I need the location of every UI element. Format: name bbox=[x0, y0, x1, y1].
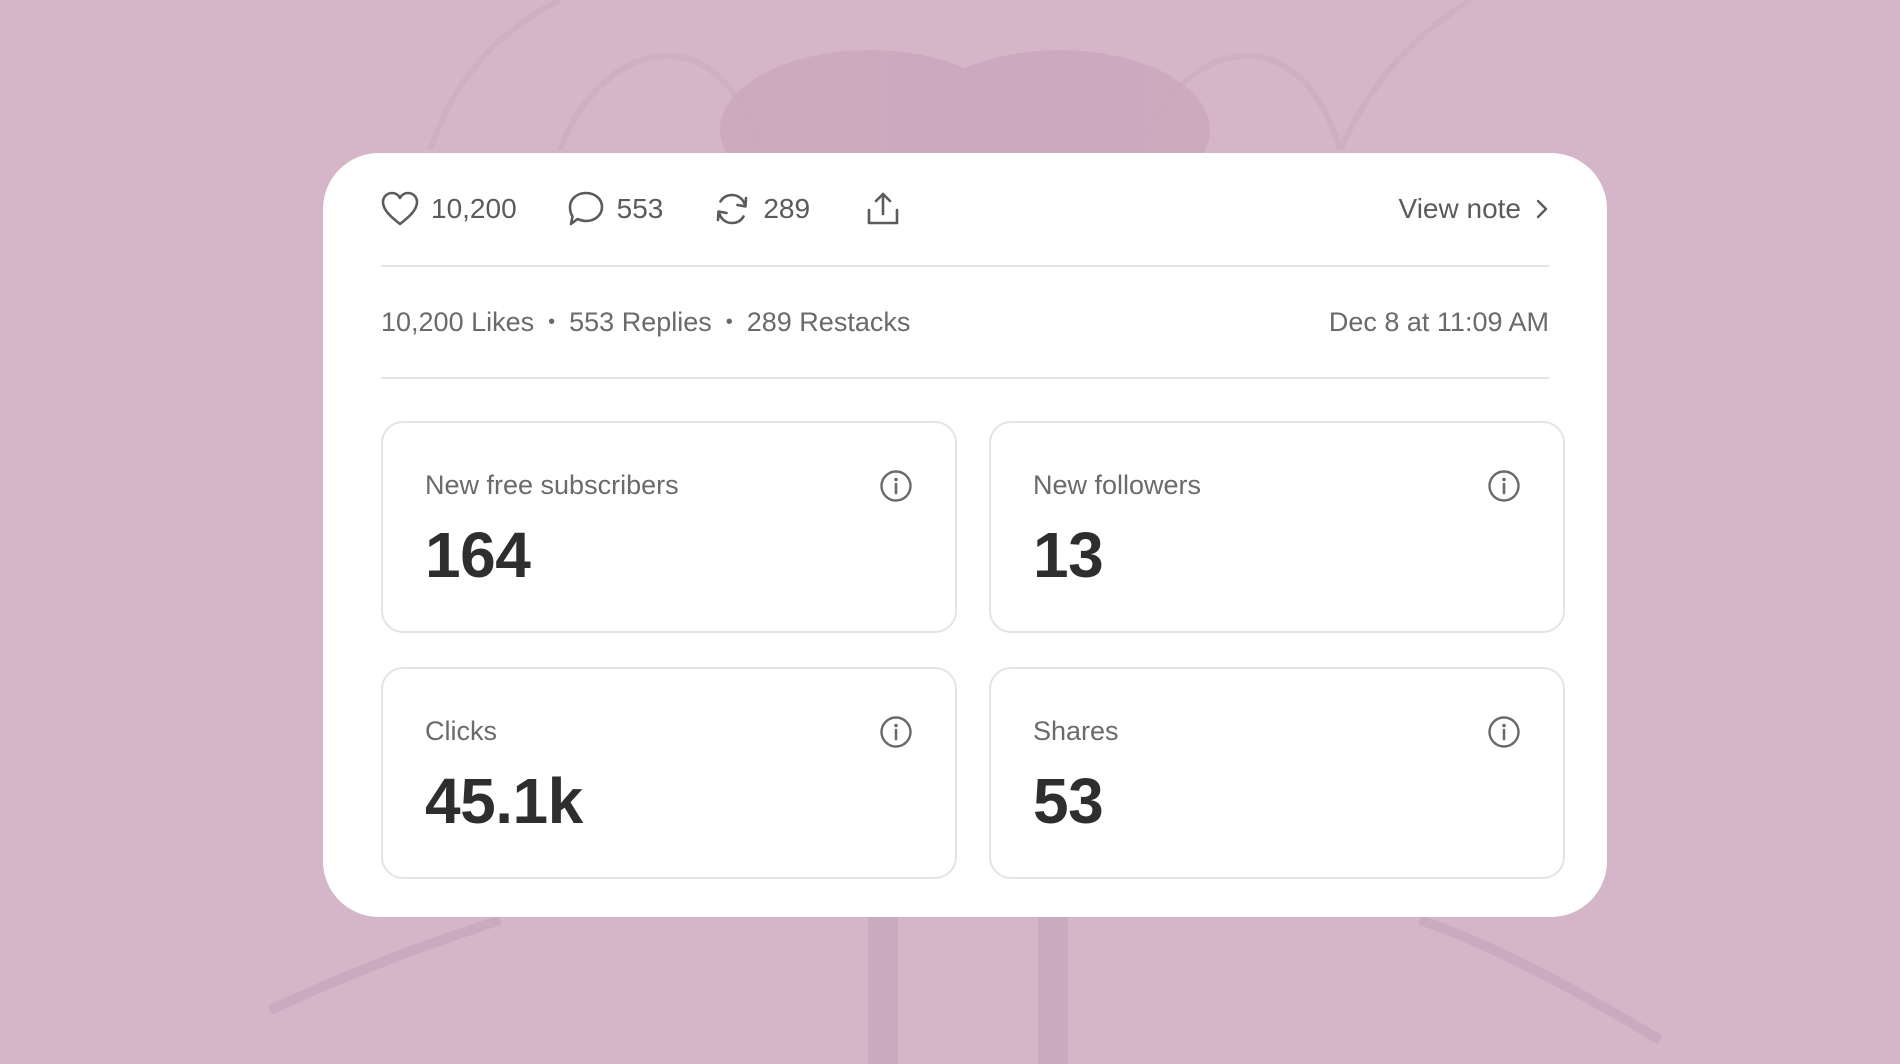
info-icon[interactable] bbox=[879, 715, 913, 749]
engagement-summary: 10,200 Likes • 553 Replies • 289 Restack… bbox=[381, 267, 1549, 379]
stat-label: New free subscribers bbox=[425, 470, 679, 500]
stat-card-shares: Shares 53 bbox=[989, 667, 1565, 879]
summary-restacks: 289 Restacks bbox=[746, 306, 911, 337]
view-note-link[interactable]: View note bbox=[1399, 193, 1549, 225]
restack-button[interactable]: 289 bbox=[713, 190, 810, 228]
note-stats-card: 10,200 553 289 bbox=[323, 153, 1607, 917]
replies-count: 553 bbox=[616, 193, 664, 224]
stat-value: 45.1k bbox=[425, 765, 583, 837]
stat-value: 164 bbox=[425, 519, 531, 591]
share-button[interactable] bbox=[864, 190, 902, 228]
action-bar: 10,200 553 289 bbox=[381, 153, 1549, 267]
info-icon[interactable] bbox=[879, 469, 913, 503]
restacks-count: 289 bbox=[763, 193, 811, 224]
summary-replies: 553 Replies bbox=[569, 306, 712, 337]
chevron-right-icon bbox=[1536, 199, 1548, 219]
stat-label: Clicks bbox=[425, 716, 497, 746]
view-note-label: View note bbox=[1398, 193, 1521, 224]
stats-grid: New free subscribers 164 New followers 1… bbox=[381, 421, 1565, 879]
post-date: Dec 8 at 11:09 AM bbox=[1328, 306, 1549, 337]
likes-count: 10,200 bbox=[431, 193, 517, 224]
heart-icon bbox=[381, 191, 419, 226]
summary-separator: • bbox=[548, 310, 556, 333]
stat-label: New followers bbox=[1033, 470, 1202, 500]
restack-icon bbox=[717, 193, 748, 225]
summary-likes: 10,200 Likes bbox=[381, 306, 535, 337]
reply-button[interactable]: 553 bbox=[567, 190, 664, 228]
summary-separator: • bbox=[725, 310, 733, 333]
stat-value: 53 bbox=[1033, 765, 1104, 837]
info-icon[interactable] bbox=[1487, 715, 1521, 749]
stat-card-clicks: Clicks 45.1k bbox=[381, 667, 957, 879]
stat-value: 13 bbox=[1033, 519, 1104, 591]
share-icon bbox=[867, 192, 899, 225]
stat-label: Shares bbox=[1033, 716, 1119, 746]
stat-card-new-free-subscribers: New free subscribers 164 bbox=[381, 421, 957, 633]
info-icon[interactable] bbox=[1487, 469, 1521, 503]
stat-card-new-followers: New followers 13 bbox=[989, 421, 1565, 633]
like-button[interactable]: 10,200 bbox=[381, 191, 517, 227]
comment-icon bbox=[568, 191, 603, 226]
